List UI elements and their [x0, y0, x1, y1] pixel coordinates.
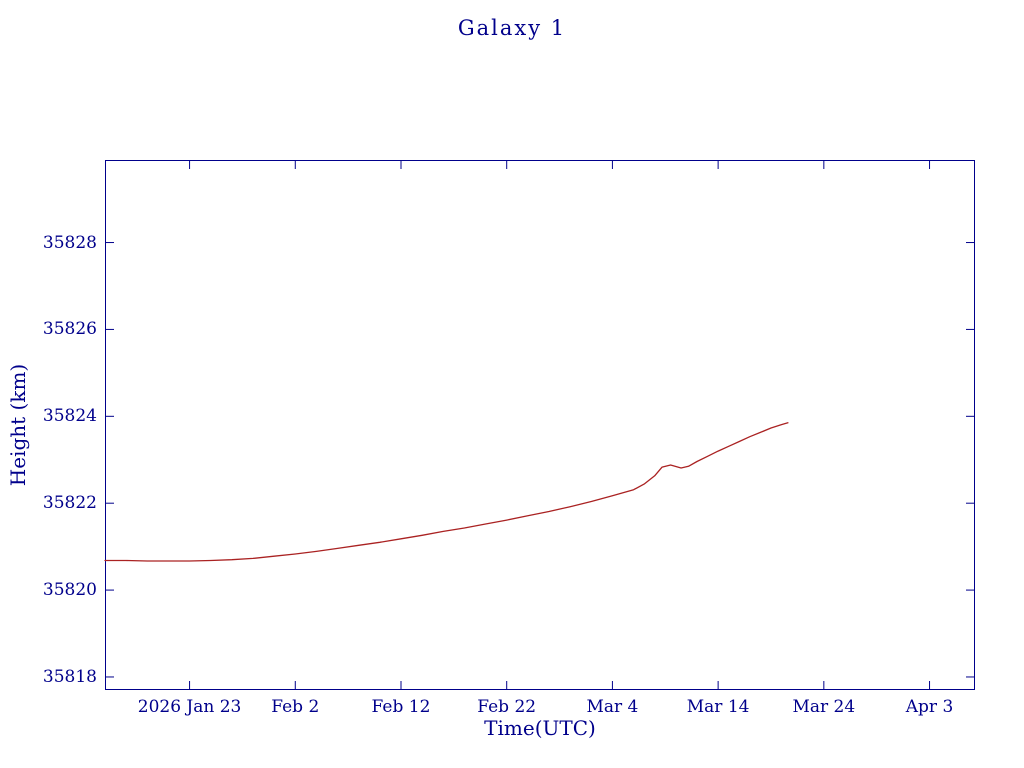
x-tick-label: Feb 22 — [477, 697, 537, 717]
x-tick-label: 2026 Jan 23 — [137, 697, 242, 717]
x-axis-label: Time(UTC) — [484, 716, 596, 740]
x-tick-label: Apr 3 — [905, 697, 954, 717]
x-tick-label: Mar 14 — [686, 697, 750, 717]
y-tick-label: 35824 — [42, 406, 97, 427]
chart-title: Galaxy 1 — [457, 16, 567, 40]
y-tick-label: 35820 — [42, 580, 97, 601]
y-tick-label: 35828 — [42, 232, 97, 253]
y-tick-label: 35826 — [42, 319, 97, 340]
y-tick-label: 35818 — [42, 666, 97, 687]
x-tick-label: Mar 4 — [586, 697, 639, 717]
y-tick-label: 35822 — [42, 493, 97, 514]
x-tick-label: Mar 24 — [792, 697, 856, 717]
plot-frame — [105, 160, 975, 690]
x-tick-label: Feb 2 — [271, 697, 320, 717]
data-line — [104, 422, 789, 562]
x-tick-label: Feb 12 — [371, 697, 431, 717]
